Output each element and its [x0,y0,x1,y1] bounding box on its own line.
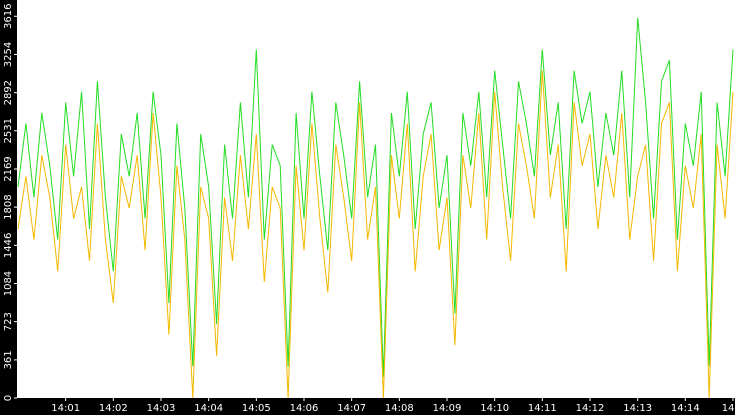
y-tick-label: 361 [3,350,14,369]
x-tick-label: 14:09 [433,403,462,414]
x-tick-label: 14:03 [147,403,176,414]
x-axis-strip [0,398,735,415]
x-tick-label: 14:07 [337,403,366,414]
series-line [17,70,734,399]
y-tick-label: 0 [3,395,14,401]
y-tick-label: 723 [3,312,14,331]
y-tick-label: 2531 [3,118,14,143]
x-tick-label: 14:12 [576,403,605,414]
y-axis-strip [0,0,17,415]
x-tick-label: 14:04 [194,403,223,414]
x-tick-label: 14:1 [722,403,735,414]
x-tick-label: 14:11 [528,403,557,414]
x-tick-label: 14:10 [480,403,509,414]
y-tick-label: 2169 [3,156,14,181]
x-tick-label: 14:01 [51,403,80,414]
y-tick-label: 2892 [3,80,14,105]
x-tick-label: 14:05 [242,403,271,414]
x-tick-label: 14:14 [671,403,700,414]
x-tick-label: 14:08 [385,403,414,414]
y-tick-label: 3254 [3,42,14,67]
x-tick-label: 14:06 [290,403,319,414]
y-tick-label: 1808 [3,194,14,219]
y-tick-label: 3616 [3,4,14,29]
series-line [17,17,734,377]
x-tick-label: 14:13 [623,403,652,414]
x-tick-label: 14:02 [99,403,128,414]
y-tick-label: 1084 [3,271,14,296]
y-tick-label: 1446 [3,233,14,258]
